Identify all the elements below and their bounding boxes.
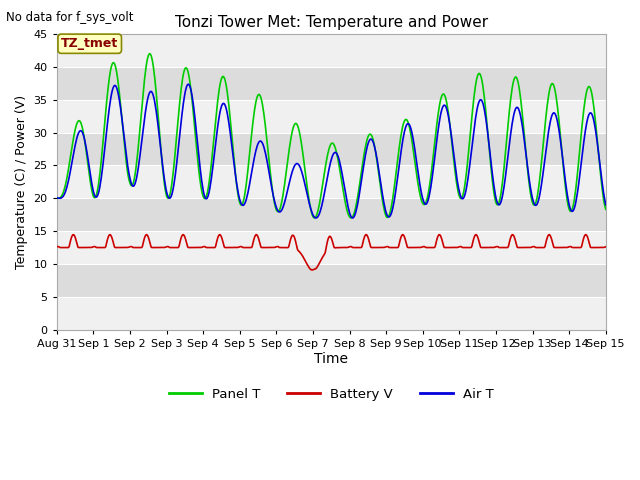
Bar (57, 132, 605, 166)
Legend: Panel T, Battery V, Air T: Panel T, Battery V, Air T (163, 383, 499, 406)
Title: Tonzi Tower Met: Temperature and Power: Tonzi Tower Met: Temperature and Power (175, 15, 488, 30)
Bar (57, 297, 605, 330)
X-axis label: Time: Time (314, 351, 348, 365)
Bar (57, 198, 605, 231)
Bar (57, 166, 605, 198)
Text: TZ_tmet: TZ_tmet (61, 37, 118, 50)
Bar (57, 67, 605, 100)
Bar (57, 231, 605, 264)
Bar (57, 100, 605, 132)
Bar (57, 264, 605, 297)
Y-axis label: Temperature (C) / Power (V): Temperature (C) / Power (V) (15, 95, 28, 269)
Text: No data for f_sys_volt: No data for f_sys_volt (6, 11, 134, 24)
Bar (57, 34, 605, 67)
